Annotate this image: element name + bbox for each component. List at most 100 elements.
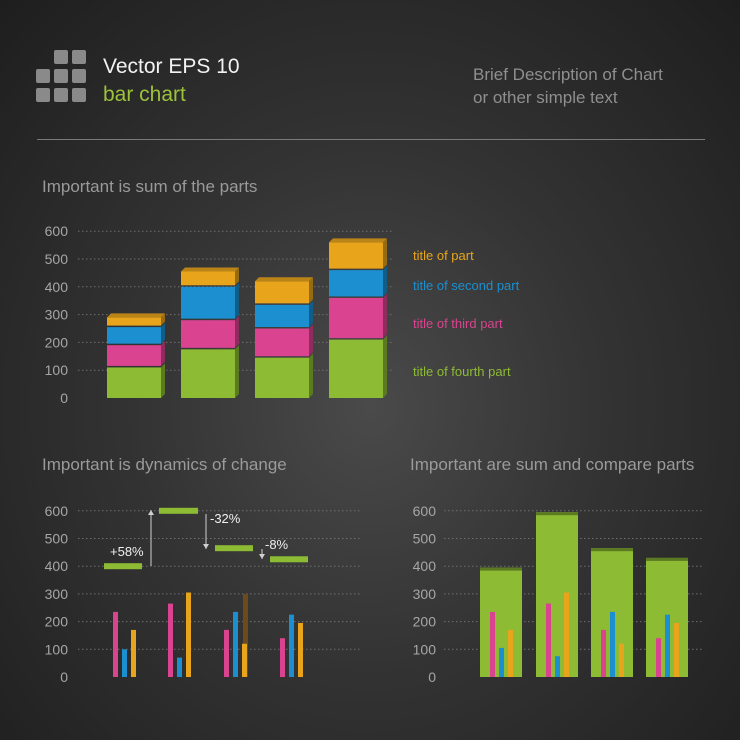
- chart1-bar-segment: [107, 345, 161, 366]
- chart3-bar: [610, 611, 615, 677]
- chart1-bar-segment: [329, 270, 383, 297]
- chart2-bar: [131, 629, 136, 677]
- chart2-bar: [186, 592, 191, 677]
- chart1-bar-side: [235, 267, 239, 286]
- chart2-bar: [233, 611, 238, 677]
- chart1-bar-top: [329, 238, 387, 243]
- chart1-ytick-label: 0: [60, 390, 68, 406]
- chart3-bar: [490, 611, 495, 677]
- header-divider: [37, 139, 705, 140]
- chart3-bar: [674, 622, 679, 677]
- chart2-ghost-bar: [243, 593, 248, 677]
- chart1-bar-segment: [329, 242, 383, 269]
- chart1-bar-segment: [329, 297, 383, 339]
- chart2-bar: [122, 649, 127, 677]
- chart1-bar-side: [161, 363, 165, 398]
- chart2-ytick-label: 200: [45, 614, 69, 630]
- chart2-level-marker: [159, 507, 198, 514]
- chart1-bar-side: [309, 300, 313, 327]
- chart2-level-marker: [215, 545, 253, 552]
- chart2-bar: [113, 611, 118, 677]
- chart3-bar: [619, 643, 624, 677]
- chart2-bar: [168, 603, 173, 677]
- chart2-change-label: -8%: [265, 537, 289, 552]
- chart3-total-bar-top: [536, 512, 578, 516]
- chart2-bar: [242, 643, 247, 677]
- chart3-ytick-label: 400: [413, 558, 437, 574]
- chart2-change-label: +58%: [110, 544, 144, 559]
- chart1-bar-side: [235, 316, 239, 348]
- chart1-bar-segment: [255, 328, 309, 357]
- chart1-bar-segment: [255, 357, 309, 398]
- chart1-bar-side: [309, 277, 313, 304]
- chart2-change-arrow-head: [259, 554, 265, 559]
- chart2-ytick-label: 0: [60, 669, 68, 685]
- chart2-bar: [298, 622, 303, 677]
- chart3-total-bar: [536, 512, 578, 677]
- chart1-bar-side: [383, 238, 387, 269]
- chart1-bar-segment: [181, 286, 235, 319]
- chart1-bar-side: [309, 324, 313, 357]
- chart3-bar: [508, 629, 513, 677]
- chart2-ytick-label: 600: [45, 503, 69, 519]
- chart1-bar-segment: [181, 271, 235, 286]
- chart1-legend-entry: title of part: [413, 248, 474, 263]
- chart3-title: Important are sum and compare parts: [410, 455, 695, 474]
- chart3-ytick-label: 300: [413, 586, 437, 602]
- chart1-bar-side: [161, 313, 165, 326]
- chart3-ytick-label: 100: [413, 641, 437, 657]
- chart3-bar: [601, 629, 606, 677]
- chart2-bar: [280, 638, 285, 677]
- chart2-ytick-label: 100: [45, 641, 69, 657]
- chart1-bar-segment: [107, 317, 161, 326]
- chart1-ytick-label: 400: [45, 279, 69, 295]
- chart1-bar-segment: [107, 327, 161, 344]
- chart2-level-marker: [270, 556, 308, 563]
- chart1-legend-entry: title of fourth part: [413, 364, 511, 379]
- chart3-ytick-label: 200: [413, 614, 437, 630]
- chart1-bar-segment: [255, 304, 309, 327]
- chart1-title: Important is sum of the parts: [42, 177, 258, 196]
- chart1-bar-top: [255, 277, 313, 282]
- chart1-bar-side: [383, 293, 387, 339]
- chart1-bar-segment: [255, 281, 309, 304]
- chart2-bar: [289, 614, 294, 677]
- chart3-bar: [499, 647, 504, 677]
- description-line-1: Brief Description of Chart: [473, 65, 663, 84]
- chart1-bar-side: [309, 353, 313, 398]
- chart3-total-bar-top: [646, 557, 688, 561]
- chart2-change-arrow-head: [148, 510, 154, 515]
- chart2-ytick-label: 500: [45, 531, 69, 547]
- chart3-ytick-label: 600: [413, 503, 437, 519]
- chart1-ytick-label: 300: [45, 307, 69, 323]
- chart1-ytick-label: 500: [45, 251, 69, 267]
- chart3-bar: [555, 656, 560, 677]
- chart3-bar: [656, 638, 661, 677]
- header-description: Brief Description of Chart or other simp…: [473, 63, 663, 109]
- chart1-bar-side: [235, 345, 239, 398]
- chart3-ytick-label: 500: [413, 531, 437, 547]
- chart1-bar-segment: [107, 367, 161, 398]
- chart2-ytick-label: 300: [45, 586, 69, 602]
- chart2-title: Important is dynamics of change: [42, 455, 287, 474]
- chart1-bar-top: [181, 267, 239, 272]
- chart1-bar-top: [107, 313, 165, 318]
- header-title: Vector EPS 10: [103, 55, 240, 78]
- chart1-bar-segment: [181, 320, 235, 348]
- chart1-legend-entry: title of third part: [413, 316, 503, 331]
- chart2-change-label: -32%: [210, 511, 241, 526]
- chart2-level-marker: [104, 563, 142, 570]
- chart3-bar: [546, 603, 551, 677]
- chart1-ytick-label: 100: [45, 362, 69, 378]
- chart2-change-arrow-head: [203, 544, 209, 549]
- chart1-bar-side: [161, 323, 165, 344]
- chart3-total-bar-top: [591, 548, 633, 552]
- chart3-bar: [665, 614, 670, 677]
- chart1-bar-side: [383, 266, 387, 297]
- chart1-bar-segment: [329, 339, 383, 398]
- chart1-bar-segment: [181, 349, 235, 398]
- chart1-legend-entry: title of second part: [413, 278, 520, 293]
- logo-grid-icon: [34, 50, 88, 104]
- chart1-bar-side: [383, 335, 387, 398]
